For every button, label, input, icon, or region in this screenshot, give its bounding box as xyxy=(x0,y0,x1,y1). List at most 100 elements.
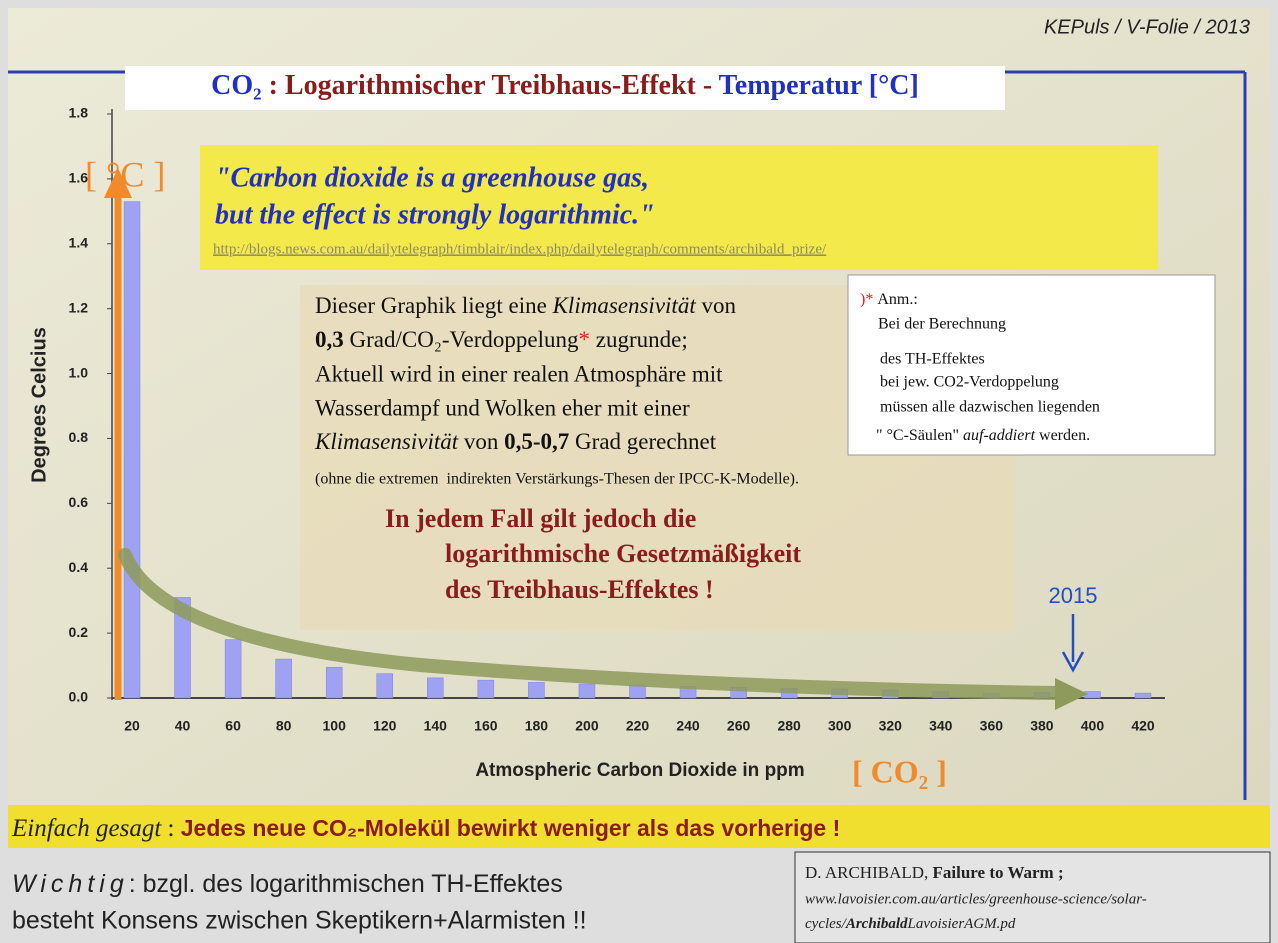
green-arrow xyxy=(118,548,1067,700)
text-part: Dieser Graphik liegt eine xyxy=(315,293,553,318)
reference-line: D. ARCHIBALD, Failure to Warm ; xyxy=(805,863,1064,882)
quote-url: http://blogs.news.com.au/dailytelegraph/… xyxy=(213,241,827,257)
annotation: 2015 xyxy=(1049,583,1098,608)
x-tick-label: 380 xyxy=(1030,718,1054,734)
chart-title: CO₂ : Logarithmischer Treibhaus-Effekt -… xyxy=(211,70,919,101)
text-part: 0,3 xyxy=(315,327,344,352)
y-tick-label: 0.8 xyxy=(69,429,89,445)
green-arrowhead xyxy=(1055,678,1088,710)
y-tick-label: 1.2 xyxy=(69,299,89,315)
bar xyxy=(325,666,343,699)
reference-line: www.lavoisier.com.au/articles/greenhouse… xyxy=(805,891,1147,907)
footer-line: Wichtig: bzgl. des logarithmischen TH-Ef… xyxy=(12,870,563,898)
bar xyxy=(578,683,596,699)
emphasis-line: logarithmische Gesetzmäßigkeit xyxy=(445,539,801,568)
text-part: Klimasensivität xyxy=(552,293,697,318)
text-line: 0,3 Grad/CO₂-Verdoppelung* zugrunde; xyxy=(315,327,688,352)
note-part: " °C-Säulen" xyxy=(876,427,963,444)
quote-box xyxy=(200,145,1158,270)
reference-part: Archibald xyxy=(845,916,908,932)
x-tick-label: 420 xyxy=(1131,718,1155,734)
bar xyxy=(1084,691,1101,699)
x-tick-label: 180 xyxy=(525,718,549,734)
reference-box xyxy=(794,851,1271,943)
summary-part: Einfach gesagt xyxy=(11,815,162,842)
note-line: müssen alle dazwischen liegenden xyxy=(880,399,1100,416)
x-tick-label: 340 xyxy=(929,718,953,734)
title-box xyxy=(125,66,1005,110)
note-line: des TH-Effektes xyxy=(880,351,985,368)
x-tick-label: 80 xyxy=(276,718,292,734)
bar xyxy=(528,682,545,699)
text-line: Klimasensivität von 0,5-0,7 Grad gerechn… xyxy=(314,429,717,454)
x-tick-label: 20 xyxy=(124,718,140,734)
y-unit: [ °C ] xyxy=(85,154,165,194)
x-tick-label: 400 xyxy=(1081,718,1105,734)
text-line: (ohne die extremen indirekten Verstärkun… xyxy=(315,471,799,488)
reference-part: D. ARCHIBALD, xyxy=(805,863,933,882)
footer-line: besteht Konsens zwischen Skeptikern+Alar… xyxy=(12,907,587,935)
bar xyxy=(275,658,292,699)
x-tick-label: 100 xyxy=(323,718,347,734)
bar xyxy=(174,597,191,699)
orange-arrowhead xyxy=(104,168,132,198)
note-line: Bei der Berechnung xyxy=(878,316,1006,333)
note-line: )* Anm.: xyxy=(860,291,918,308)
text-line: Aktuell wird in einer realen Atmosphäre … xyxy=(315,361,723,386)
x-tick-label: 160 xyxy=(474,718,498,734)
note-part: Anm.: xyxy=(877,291,917,308)
text-part: Grad/CO₂-Verdoppelung xyxy=(344,327,579,352)
title-part: Temperatur [°C] xyxy=(719,70,919,101)
note-box xyxy=(847,274,1216,456)
x-tick-label: 40 xyxy=(175,718,191,734)
x-tick-label: 260 xyxy=(727,718,751,734)
note-line: bei jew. CO2-Verdoppelung xyxy=(880,374,1059,391)
x-tick-label: 320 xyxy=(879,718,903,734)
text-part: 0,5-0,7 xyxy=(504,429,569,454)
bar xyxy=(1134,692,1152,699)
x-unit: [ CO₂ ] xyxy=(852,753,947,789)
note-part: auf-addiert xyxy=(963,427,1036,444)
text-part: Grad gerechnet xyxy=(569,429,716,454)
reference-part: LavoisierAGM.pd xyxy=(907,916,1016,932)
bar xyxy=(123,201,141,699)
x-tick-label: 280 xyxy=(777,718,801,734)
footer-part: : bzgl. des logarithmischen TH-Effektes xyxy=(129,870,563,898)
y-tick-label: 1.6 xyxy=(69,170,89,186)
note-part: werden. xyxy=(1035,427,1090,444)
y-tick-label: 0.4 xyxy=(69,559,89,575)
x-tick-label: 200 xyxy=(575,718,599,734)
text-part: von xyxy=(696,293,737,318)
bar xyxy=(224,639,242,699)
source-label: KEPuls / V-Folie / 2013 xyxy=(1044,16,1250,38)
x-tick-label: 120 xyxy=(373,718,397,734)
footer-part: Wichtig xyxy=(12,870,129,898)
summary-part: Jedes neue CO₂-Molekül bewirkt weniger a… xyxy=(181,815,841,841)
title-part: : Logarithmischer Treibhaus-Effekt - xyxy=(262,70,719,101)
bar xyxy=(629,684,646,699)
note-marker: )* xyxy=(860,291,873,308)
reference-part: cycles/ xyxy=(805,916,848,932)
annotation-arrowhead xyxy=(1061,651,1085,673)
bar xyxy=(427,677,444,699)
text-line: Wasserdampf und Wolken eher mit einer xyxy=(315,395,690,420)
x-tick-label: 60 xyxy=(225,718,241,734)
bar xyxy=(376,673,393,699)
x-tick-label: 140 xyxy=(424,718,448,734)
y-axis-label: Degrees Celcius xyxy=(28,327,50,483)
text-part: Klimasensivität xyxy=(314,429,459,454)
x-tick-label: 220 xyxy=(626,718,650,734)
text-line: Dieser Graphik liegt eine Klimasensivitä… xyxy=(315,293,736,318)
text-part: zugrunde; xyxy=(590,327,688,352)
text-part: * xyxy=(579,327,591,352)
y-tick-label: 0.6 xyxy=(69,494,89,510)
summary-part: : xyxy=(161,815,180,842)
note-line: " °C-Säulen" auf-addiert werden. xyxy=(876,427,1090,444)
x-axis-label: Atmospheric Carbon Dioxide in ppm xyxy=(475,760,804,781)
title-part: CO₂ xyxy=(211,70,261,101)
y-tick-label: 0.0 xyxy=(69,689,89,705)
text-part: von xyxy=(458,429,504,454)
y-tick-label: 1.8 xyxy=(69,105,89,121)
y-tick-label: 1.4 xyxy=(69,234,89,250)
